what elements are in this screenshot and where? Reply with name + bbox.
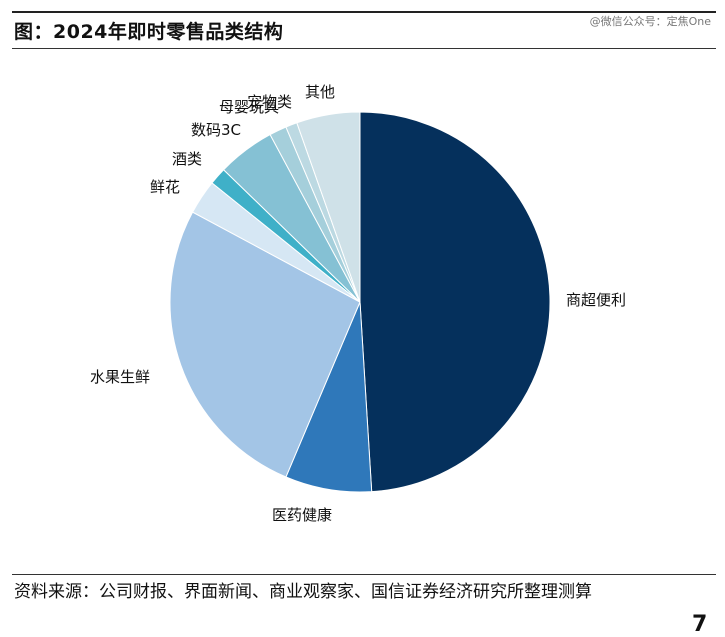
chart-area: 商超便利医药健康 水果生鲜 鲜花 酒类 数码3C 母婴玩具 宠物类 其他 — [0, 50, 725, 570]
pie-label-5: 酒类 — [172, 150, 202, 168]
pie-label-7: 母婴玩具 — [219, 98, 279, 116]
pie-label-6: 数码3C — [191, 121, 241, 139]
source-divider — [12, 574, 716, 575]
pie-label-9: 其他 — [305, 83, 335, 101]
chart-header: 图：2024年即时零售品类结构 @微信公众号：定焦One — [0, 0, 725, 49]
pie-slice-3 — [169, 211, 361, 478]
pie-slice-9 — [296, 111, 361, 303]
source-note: 资料来源：公司财报、界面新闻、商业观察家、国信证券经济研究所整理测算 — [14, 582, 592, 602]
pie-label-8: 宠物类 — [247, 93, 292, 111]
pie-label-2: 医药健康 — [272, 506, 332, 524]
pie-slice-1 — [359, 111, 551, 493]
pie-slices — [169, 111, 551, 493]
pie-label-4: 鲜花 — [150, 178, 180, 196]
pie-label-1: 商超便利 — [566, 291, 626, 309]
page-number: 7 — [692, 612, 708, 637]
title-divider — [12, 48, 716, 49]
watermark: @微信公众号：定焦One — [589, 15, 711, 28]
top-divider — [12, 11, 716, 13]
pie-label-3: 水果生鲜 — [90, 368, 150, 386]
chart-title: 图：2024年即时零售品类结构 — [14, 21, 284, 43]
